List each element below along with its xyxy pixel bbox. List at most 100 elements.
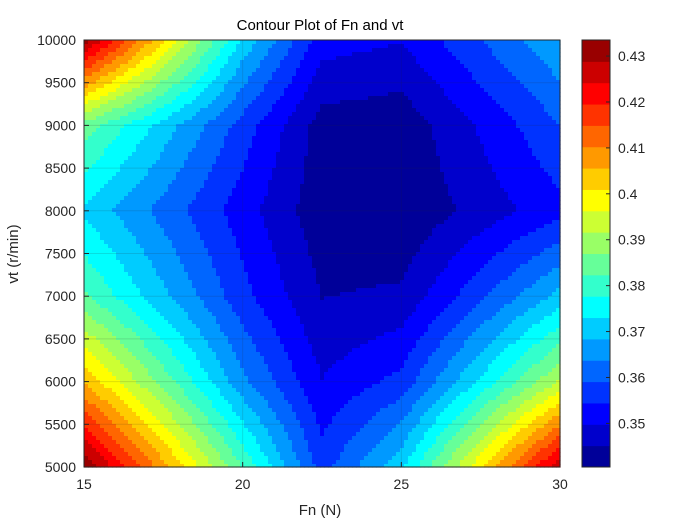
contour-cell xyxy=(504,196,509,201)
contour-cell xyxy=(556,88,561,93)
contour-cell xyxy=(84,180,89,185)
contour-cell xyxy=(408,168,413,173)
contour-cell xyxy=(240,116,245,121)
contour-cell xyxy=(404,56,409,61)
contour-cell xyxy=(364,116,369,121)
contour-cell xyxy=(176,44,181,49)
contour-cell xyxy=(200,92,205,97)
contour-cell xyxy=(524,80,529,85)
contour-cell xyxy=(404,72,409,77)
contour-cell xyxy=(532,48,537,53)
contour-cell xyxy=(416,44,421,49)
contour-cell xyxy=(396,152,401,157)
contour-cell xyxy=(516,168,521,173)
contour-cell xyxy=(424,56,429,61)
contour-cell xyxy=(160,148,165,153)
contour-cell xyxy=(516,148,521,153)
contour-cell xyxy=(412,40,417,45)
contour-cell xyxy=(352,184,357,189)
contour-cell xyxy=(204,52,209,57)
contour-cell xyxy=(296,180,301,185)
contour-cell xyxy=(192,188,197,193)
contour-cell xyxy=(384,92,389,97)
contour-cell xyxy=(96,88,101,93)
contour-cell xyxy=(424,116,429,121)
contour-cell xyxy=(388,172,393,177)
contour-cell xyxy=(244,64,249,69)
contour-cell xyxy=(408,148,413,153)
contour-cell xyxy=(504,108,509,113)
contour-cell xyxy=(184,188,189,193)
contour-cell xyxy=(176,188,181,193)
contour-cell xyxy=(548,100,553,105)
contour-cell xyxy=(504,48,509,53)
contour-cell xyxy=(148,164,153,169)
contour-cell xyxy=(372,124,377,129)
contour-cell xyxy=(188,164,193,169)
contour-cell xyxy=(332,196,337,201)
contour-cell xyxy=(524,104,529,109)
contour-cell xyxy=(188,72,193,77)
contour-cell xyxy=(124,76,129,81)
contour-cell xyxy=(420,192,425,197)
contour-cell xyxy=(96,204,101,209)
contour-cell xyxy=(236,80,241,85)
contour-cell xyxy=(376,204,381,209)
contour-cell xyxy=(264,152,269,157)
contour-cell xyxy=(112,160,117,165)
contour-cell xyxy=(520,168,525,173)
contour-cell xyxy=(388,204,393,209)
contour-cell xyxy=(380,96,385,101)
contour-cell xyxy=(392,196,397,201)
contour-cell xyxy=(140,52,145,57)
contour-cell xyxy=(516,80,521,85)
contour-cell xyxy=(528,120,533,125)
contour-cell xyxy=(456,152,461,157)
contour-cell xyxy=(384,176,389,181)
contour-cell xyxy=(388,76,393,81)
contour-cell xyxy=(128,200,133,205)
contour-cell xyxy=(480,180,485,185)
contour-cell xyxy=(468,204,473,209)
contour-cell xyxy=(160,172,165,177)
contour-cell xyxy=(476,164,481,169)
contour-cell xyxy=(548,180,553,185)
contour-cell xyxy=(232,60,237,65)
contour-cell xyxy=(100,96,105,101)
contour-cell xyxy=(108,120,113,125)
contour-cell xyxy=(364,100,369,105)
contour-cell xyxy=(496,88,501,93)
contour-cell xyxy=(88,152,93,157)
contour-cell xyxy=(444,100,449,105)
contour-cell xyxy=(208,136,213,141)
contour-cell xyxy=(548,112,553,117)
contour-cell xyxy=(372,184,377,189)
contour-cell xyxy=(444,132,449,137)
contour-cell xyxy=(100,192,105,197)
contour-cell xyxy=(164,88,169,93)
contour-cell xyxy=(412,112,417,117)
contour-cell xyxy=(260,200,265,205)
contour-cell xyxy=(316,148,321,153)
contour-cell xyxy=(528,132,533,137)
contour-cell xyxy=(432,64,437,69)
contour-cell xyxy=(196,132,201,137)
contour-cell xyxy=(544,64,549,69)
contour-cell xyxy=(504,116,509,121)
contour-cell xyxy=(256,152,261,157)
contour-cell xyxy=(136,64,141,69)
contour-cell xyxy=(236,172,241,177)
contour-cell xyxy=(416,88,421,93)
contour-cell xyxy=(208,160,213,165)
contour-cell xyxy=(404,44,409,49)
contour-cell xyxy=(124,52,129,57)
contour-cell xyxy=(164,172,169,177)
contour-cell xyxy=(300,76,305,81)
contour-cell xyxy=(336,168,341,173)
contour-cell xyxy=(108,88,113,93)
contour-cell xyxy=(452,84,457,89)
contour-cell xyxy=(276,192,281,197)
contour-cell xyxy=(384,60,389,65)
contour-cell xyxy=(436,44,441,49)
contour-cell xyxy=(104,148,109,153)
